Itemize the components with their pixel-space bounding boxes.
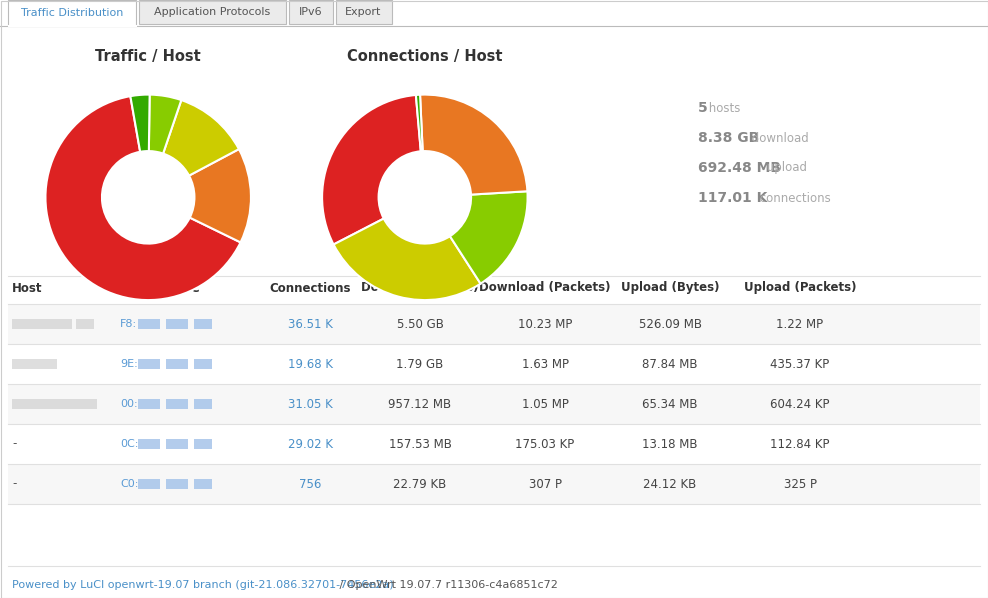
Bar	[166, 359, 188, 369]
Wedge shape	[450, 191, 528, 283]
Bar	[138, 399, 160, 409]
Text: 10.23 MP: 10.23 MP	[518, 318, 572, 331]
Bar	[194, 399, 212, 409]
Bar	[76, 319, 94, 329]
Bar	[8, 424, 980, 464]
Text: -: -	[12, 477, 17, 490]
Bar	[194, 319, 212, 329]
Bar	[12, 399, 97, 409]
Bar	[289, 0, 333, 24]
Text: C0:: C0:	[120, 479, 138, 489]
Bar	[139, 0, 286, 24]
Text: 31.05 K: 31.05 K	[288, 398, 332, 410]
Text: MAC: MAC	[170, 282, 200, 294]
Text: 5.50 GB: 5.50 GB	[396, 318, 444, 331]
Title: Connections / Host: Connections / Host	[347, 48, 503, 63]
Bar	[194, 359, 212, 369]
Bar	[138, 319, 160, 329]
Text: 1.05 MP: 1.05 MP	[522, 398, 568, 410]
Bar	[138, 359, 160, 369]
Text: 756: 756	[298, 477, 321, 490]
Bar	[138, 479, 160, 489]
Text: 9E:: 9E:	[120, 359, 137, 369]
Text: 65.34 MB: 65.34 MB	[642, 398, 698, 410]
Text: 325 P: 325 P	[783, 477, 816, 490]
Bar	[12, 319, 72, 329]
Text: Application Protocols: Application Protocols	[154, 7, 270, 17]
Bar	[8, 384, 980, 424]
Bar	[194, 479, 212, 489]
Text: 19.68 K: 19.68 K	[288, 358, 333, 371]
Text: Download (Bytes): Download (Bytes)	[362, 282, 479, 294]
Bar	[166, 439, 188, 449]
Text: upload: upload	[763, 161, 807, 175]
Text: Upload (Packets): Upload (Packets)	[744, 282, 857, 294]
Wedge shape	[420, 94, 528, 194]
Wedge shape	[45, 96, 240, 300]
Text: 22.79 KB: 22.79 KB	[393, 477, 447, 490]
Text: 1.63 MP: 1.63 MP	[522, 358, 568, 371]
Bar	[138, 439, 160, 449]
Text: 117.01 K: 117.01 K	[698, 191, 768, 205]
Text: 692.48 MB: 692.48 MB	[698, 161, 781, 175]
Title: Traffic / Host: Traffic / Host	[95, 48, 202, 63]
Bar	[8, 344, 980, 384]
Text: F8:: F8:	[120, 319, 137, 329]
Bar	[336, 0, 392, 24]
Wedge shape	[334, 218, 480, 300]
Text: 1.22 MP: 1.22 MP	[777, 318, 824, 331]
Text: 13.18 MB: 13.18 MB	[642, 438, 698, 450]
Text: Export: Export	[346, 7, 381, 17]
Bar	[8, 464, 980, 504]
Text: 87.84 MB: 87.84 MB	[642, 358, 698, 371]
Text: / OpenWrt 19.07.7 r11306-c4a6851c72: / OpenWrt 19.07.7 r11306-c4a6851c72	[337, 580, 558, 590]
Text: 29.02 K: 29.02 K	[288, 438, 333, 450]
Text: Powered by LuCI openwrt-19.07 branch (git-21.086.32701-7456e2a): Powered by LuCI openwrt-19.07 branch (gi…	[12, 580, 393, 590]
Text: Upload (Bytes): Upload (Bytes)	[620, 282, 719, 294]
Text: 24.12 KB: 24.12 KB	[643, 477, 697, 490]
Wedge shape	[149, 94, 182, 154]
Text: 175.03 KP: 175.03 KP	[516, 438, 575, 450]
Text: Connections: Connections	[270, 282, 351, 294]
Wedge shape	[416, 94, 423, 151]
Text: hosts: hosts	[705, 102, 741, 114]
Wedge shape	[130, 94, 149, 152]
Text: 8.38 GB: 8.38 GB	[698, 131, 759, 145]
Text: 157.53 MB: 157.53 MB	[388, 438, 452, 450]
Bar	[8, 0, 136, 26]
Bar	[166, 319, 188, 329]
Text: connections: connections	[756, 191, 830, 205]
Text: -: -	[12, 438, 17, 450]
Text: 00:: 00:	[120, 399, 137, 409]
Text: IPv6: IPv6	[298, 7, 322, 17]
Bar	[166, 479, 188, 489]
Text: Download (Packets): Download (Packets)	[479, 282, 611, 294]
Text: 307 P: 307 P	[529, 477, 561, 490]
Text: 435.37 KP: 435.37 KP	[771, 358, 830, 371]
Bar	[12, 359, 57, 369]
Wedge shape	[189, 149, 251, 242]
Text: 5: 5	[698, 101, 707, 115]
Text: Host: Host	[12, 282, 42, 294]
Text: 0C:: 0C:	[120, 439, 138, 449]
Text: download: download	[748, 132, 809, 145]
Text: 112.84 KP: 112.84 KP	[771, 438, 830, 450]
Bar	[194, 439, 212, 449]
Wedge shape	[163, 100, 239, 176]
Text: 957.12 MB: 957.12 MB	[388, 398, 452, 410]
Bar	[166, 399, 188, 409]
Text: Traffic Distribution: Traffic Distribution	[21, 8, 124, 18]
Wedge shape	[322, 95, 421, 245]
Text: 36.51 K: 36.51 K	[288, 318, 332, 331]
Text: 526.09 MB: 526.09 MB	[638, 318, 701, 331]
Text: 604.24 KP: 604.24 KP	[771, 398, 830, 410]
Bar	[8, 304, 980, 344]
Text: 1.79 GB: 1.79 GB	[396, 358, 444, 371]
